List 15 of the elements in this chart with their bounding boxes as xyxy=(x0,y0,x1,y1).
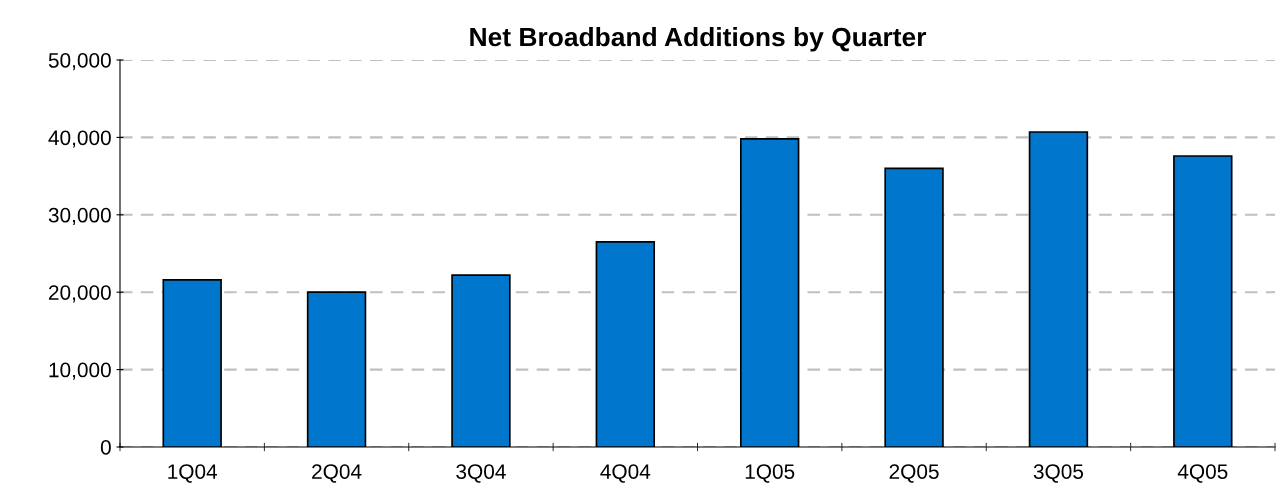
x-tick-label: 3Q04 xyxy=(456,464,506,483)
chart-title: Net Broadband Additions by Quarter xyxy=(470,26,927,52)
x-tick-label: 2Q04 xyxy=(312,464,362,483)
x-tick-label: 1Q04 xyxy=(168,464,218,483)
y-tick-label: 50,000 xyxy=(48,53,111,71)
y-tick-label: 40,000 xyxy=(48,130,111,148)
y-tick-label: 10,000 xyxy=(49,362,111,380)
x-tick-label: 1Q05 xyxy=(745,464,795,483)
y-tick-label: 30,000 xyxy=(48,207,111,226)
x-tick-label: 4Q04 xyxy=(600,464,651,483)
y-tick-label: 20,000 xyxy=(49,285,111,303)
y-tick-label: 0 xyxy=(100,440,111,455)
x-tick-label: 3Q05 xyxy=(1033,464,1084,483)
x-tick-label: 4Q05 xyxy=(1177,464,1228,483)
x-tick-label: 2Q05 xyxy=(889,464,939,483)
